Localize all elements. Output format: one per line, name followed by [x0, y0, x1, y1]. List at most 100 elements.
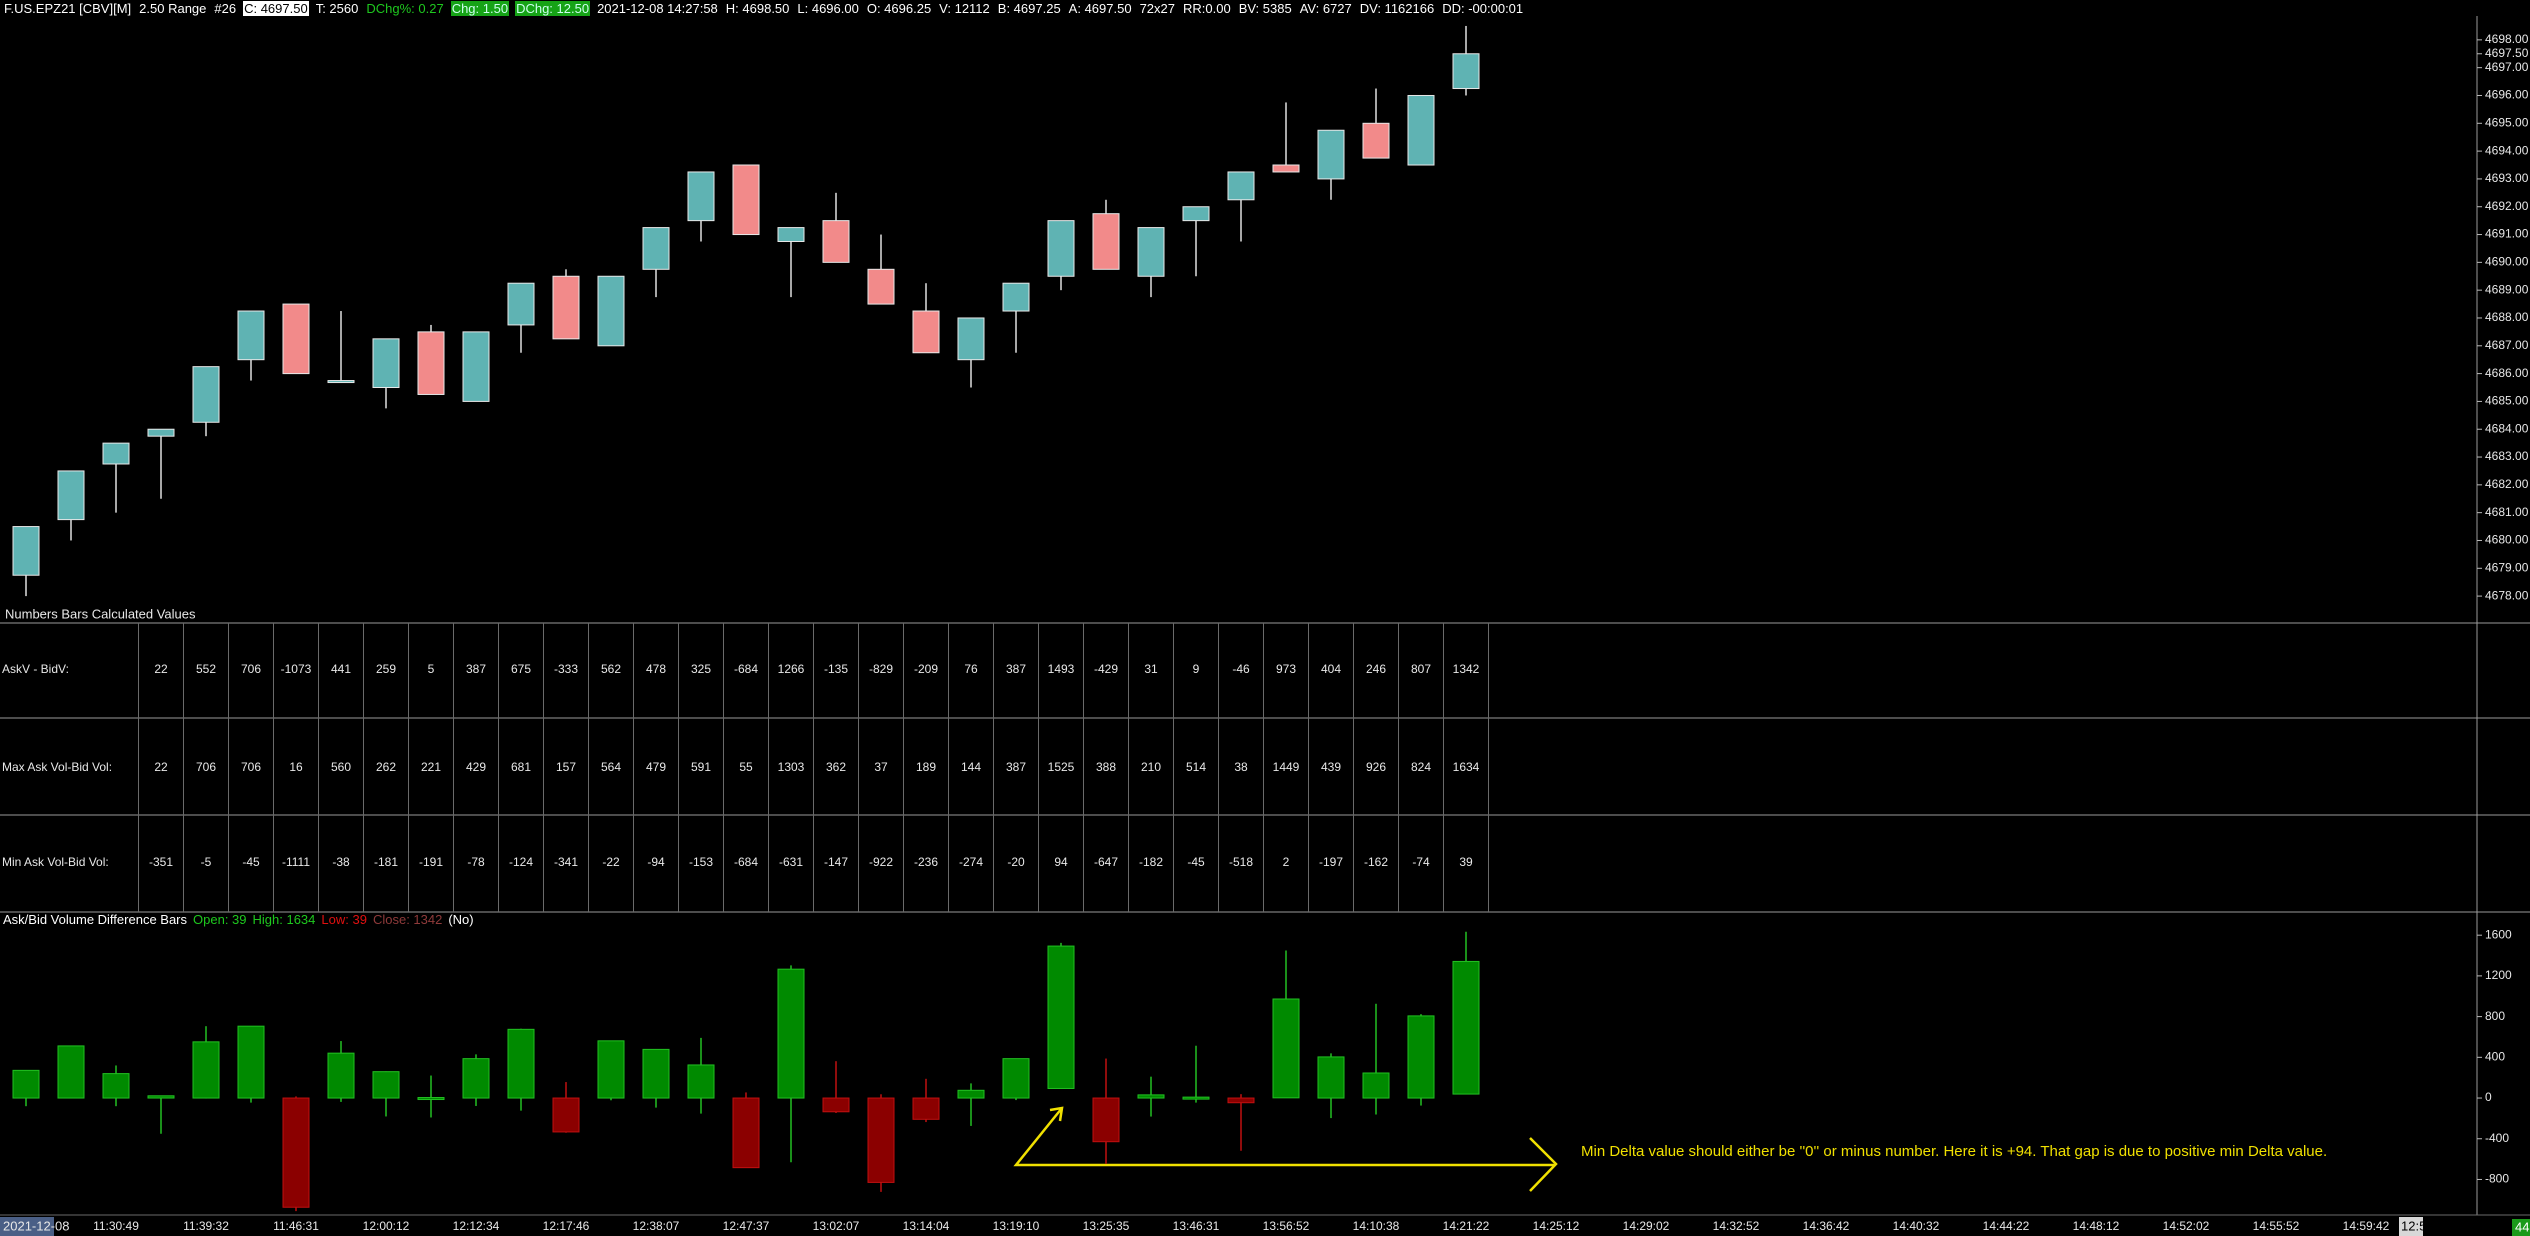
cell: 39 [1459, 855, 1473, 869]
cell: 1449 [1273, 760, 1300, 774]
cell: 591 [691, 760, 711, 774]
cell: 479 [646, 760, 666, 774]
body [552, 1097, 580, 1133]
cell: -209 [914, 662, 938, 676]
cell: 1634 [1453, 760, 1480, 774]
x-tick-label: 14:52:02 [2163, 1219, 2210, 1233]
y-tick-label: -800 [2485, 1172, 2509, 1186]
x-tick-label: 13:25:35 [1083, 1219, 1130, 1233]
y-tick-label: 800 [2485, 1009, 2505, 1023]
x-tick-label: 13:14:04 [903, 1219, 950, 1233]
cell: -22 [602, 855, 620, 869]
cell: -147 [824, 855, 848, 869]
cell: 387 [466, 662, 486, 676]
y-tick-label: 4686.00 [2485, 366, 2529, 380]
y-tick-label: 400 [2485, 1049, 2505, 1063]
body [327, 380, 355, 384]
header-field: T: 2560 [315, 1, 359, 16]
body [1317, 1056, 1345, 1099]
cell: -197 [1319, 855, 1343, 869]
cell: -38 [332, 855, 350, 869]
cell: 706 [196, 760, 216, 774]
cell: 246 [1366, 662, 1386, 676]
cell: -20 [1007, 855, 1025, 869]
y-tick-label: 4688.00 [2485, 310, 2529, 324]
body [147, 1095, 175, 1099]
body [417, 1097, 445, 1101]
corner-box [2512, 1219, 2530, 1236]
header-field: V: 12112 [939, 1, 990, 16]
body [102, 1073, 130, 1099]
header-field: 72x27 [1139, 1, 1175, 16]
x-tick-label: 14:29:02 [1623, 1219, 1670, 1233]
cell: 388 [1096, 760, 1116, 774]
cell: 926 [1366, 760, 1386, 774]
y-tick-label: 4691.00 [2485, 227, 2529, 241]
x-tick-label: 11:39:32 [183, 1219, 229, 1233]
body [597, 275, 625, 347]
body [642, 1048, 670, 1099]
x-tick-label: 14:44:22 [1983, 1219, 2030, 1233]
cell: 262 [376, 760, 396, 774]
cell: -94 [647, 855, 665, 869]
cell: 189 [916, 760, 936, 774]
cell: -181 [374, 855, 398, 869]
header-field: 2.50 Range [139, 1, 207, 16]
y-tick-label: 4680.00 [2485, 533, 2529, 547]
cell: -182 [1139, 855, 1163, 869]
body [12, 1069, 40, 1099]
x-tick-label: 12:47:37 [723, 1219, 770, 1233]
body [1362, 1072, 1390, 1099]
y-tick-label: 4690.00 [2485, 255, 2529, 269]
body [1047, 945, 1075, 1089]
cell: 564 [601, 760, 621, 774]
body [777, 227, 805, 242]
cell: -631 [779, 855, 803, 869]
body [867, 1097, 895, 1183]
cell: 1303 [778, 760, 805, 774]
cell: 478 [646, 662, 666, 676]
header-bar: F.US.EPZ21 [CBV][M] 2.50 Range #26 C: 4697.… [3, 0, 1530, 17]
legend-entry: High: 1634 [252, 912, 316, 927]
x-tick-label: 14:48:12 [2073, 1219, 2120, 1233]
cell: 807 [1411, 662, 1431, 676]
body [957, 317, 985, 361]
y-tick-label: 0 [2485, 1090, 2492, 1104]
cell: 22 [154, 662, 168, 676]
cell: 210 [1141, 760, 1161, 774]
cell: -153 [689, 855, 713, 869]
cell: 37 [874, 760, 888, 774]
y-tick-label: 4678.00 [2485, 588, 2529, 602]
body [1092, 1097, 1120, 1143]
body [822, 1097, 850, 1113]
x-tick-label: 13:02:07 [813, 1219, 860, 1233]
cell: -135 [824, 662, 848, 676]
cell: -922 [869, 855, 893, 869]
body [1407, 94, 1435, 166]
legend-entry: Open: 39 [193, 912, 247, 927]
x-tick-label: 13:46:31 [1173, 1219, 1220, 1233]
body [1317, 129, 1345, 180]
header-field: 2021-12-08 14:27:58 [597, 1, 718, 16]
body [687, 171, 715, 222]
body [102, 442, 130, 465]
body [57, 470, 85, 521]
cursor-label: 12:5 [2401, 1218, 2426, 1233]
x-tick-label: 13:56:52 [1263, 1219, 1310, 1233]
y-tick-label: 4692.00 [2485, 199, 2529, 213]
y-tick-label: 4689.00 [2485, 282, 2529, 296]
row-label: Min Ask Vol-Bid Vol: [2, 855, 109, 869]
y-tick-label: 4682.00 [2485, 477, 2529, 491]
delta-title-bar: Ask/Bid Volume Difference Bars Open: 39 Hi… [3, 911, 480, 928]
arrow-path [1013, 1107, 1554, 1167]
cell: 560 [331, 760, 351, 774]
body [372, 338, 400, 389]
header-field: A: 4697.50 [1068, 1, 1132, 16]
cell: -351 [149, 855, 173, 869]
cell: -45 [1187, 855, 1205, 869]
corner-label: 44 [2515, 1219, 2529, 1234]
delta-title: Ask/Bid Volume Difference Bars [3, 912, 188, 927]
legend-entry: (No) [448, 912, 474, 927]
cell: -191 [419, 855, 443, 869]
